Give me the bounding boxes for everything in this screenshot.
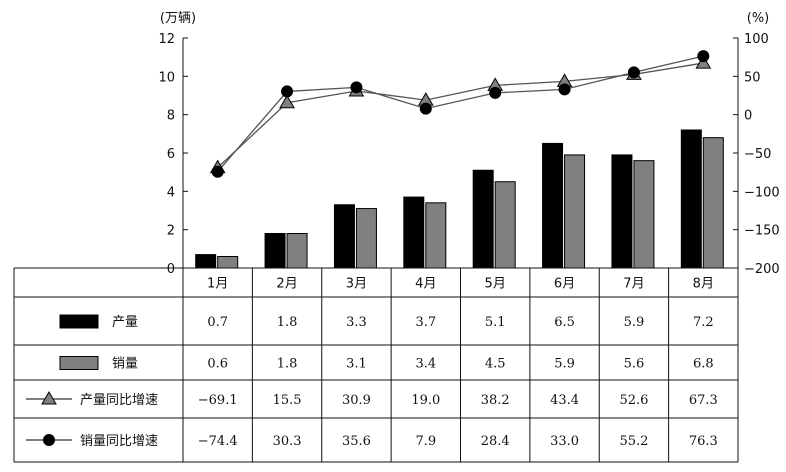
table-cell-value: 7.2: [693, 315, 714, 330]
table-cell-value: 4.5: [485, 357, 506, 372]
table-cell-value: 33.0: [550, 434, 579, 449]
table-cell-value: 5.1: [485, 315, 506, 330]
bar-sales: [564, 154, 586, 269]
bar-sales: [217, 256, 239, 269]
table-cell-value: 43.4: [550, 393, 579, 408]
bar-production: [472, 169, 494, 269]
table-cell-value: 30.9: [342, 393, 371, 408]
bar-sales: [355, 208, 377, 269]
table-cell-value: 15.5: [273, 393, 302, 408]
right-tick-label: 50: [744, 70, 761, 85]
circle-marker: [419, 102, 432, 115]
legend-production-swatch: [59, 314, 99, 329]
circle-marker: [350, 81, 363, 94]
month-label: 3月: [346, 277, 367, 292]
table-cell-value: 28.4: [481, 434, 510, 449]
bar-sales: [702, 137, 724, 269]
left-tick-label: 4: [167, 185, 175, 200]
table-cell-value: 1.8: [277, 357, 298, 372]
circle-marker: [558, 83, 571, 96]
circle-marker: [281, 85, 294, 98]
left-tick-label: 2: [167, 224, 175, 239]
bar-production: [264, 233, 286, 269]
table-cell-value: 6.5: [554, 315, 575, 330]
table-cell-value: −74.4: [198, 434, 238, 449]
row-label: 产量同比增速: [80, 393, 158, 408]
month-label: 6月: [554, 277, 575, 292]
legend-triangle-icon: [41, 391, 57, 405]
month-label: 8月: [693, 277, 714, 292]
bar-sales: [425, 202, 447, 269]
left-tick-label: 12: [158, 32, 175, 47]
circle-marker: [489, 86, 502, 99]
month-label: 5月: [485, 277, 506, 292]
left-axis-unit: (万辆): [160, 11, 196, 26]
axes: 0 2 4 6 8 10 12 −200 −150 −100 −50 0 50 100: [158, 32, 779, 277]
right-tick-label: −150: [744, 224, 780, 239]
circle-marker: [627, 66, 640, 79]
triangle-marker: [279, 94, 295, 109]
growth-lines: [209, 50, 712, 178]
table-cell-value: 1.8: [277, 315, 298, 330]
right-tick-label: 100: [744, 32, 769, 47]
bar-production: [542, 142, 564, 269]
table-cell-value: 3.4: [415, 357, 436, 372]
left-tick-label: 6: [167, 147, 175, 162]
bar-production: [403, 196, 425, 269]
table-cell-value: −69.1: [198, 393, 238, 408]
table-cell-value: 5.9: [624, 315, 645, 330]
table-cell-value: 3.1: [346, 357, 367, 372]
right-axis-unit: (%): [747, 11, 770, 26]
left-tick-label: 10: [158, 70, 175, 85]
table-cell-value: 5.9: [554, 357, 575, 372]
bar-production: [611, 154, 633, 269]
table-cell-value: 67.3: [689, 393, 718, 408]
table-cell-value: 3.7: [415, 315, 436, 330]
sales-growth-line: [217, 55, 704, 173]
table-cell-value: 35.6: [342, 434, 371, 449]
month-label: 4月: [415, 277, 436, 292]
table-cell-value: 38.2: [481, 393, 510, 408]
left-tick-label: 8: [167, 109, 175, 124]
legend-circle-icon: [43, 434, 55, 446]
table-cell-value: 6.8: [693, 357, 714, 372]
bars: [195, 129, 724, 269]
month-label: 1月: [207, 277, 228, 292]
table-cell-value: 3.3: [346, 315, 367, 330]
month-label: 2月: [276, 277, 297, 292]
right-tick-label: 0: [744, 109, 752, 124]
circle-marker: [211, 165, 224, 178]
bar-production: [680, 129, 702, 269]
table-cell-value: 7.9: [415, 434, 436, 449]
table-cell-value: 76.3: [689, 434, 718, 449]
row-label: 销量同比增速: [80, 434, 158, 449]
bar-sales: [286, 233, 308, 269]
month-label: 7月: [623, 277, 644, 292]
right-tick-label: −100: [744, 185, 780, 200]
table-cell-value: 19.0: [411, 393, 440, 408]
table-cell-value: 52.6: [619, 393, 648, 408]
left-tick-label: 0: [167, 262, 175, 277]
bar-production: [333, 204, 355, 269]
table-cell-value: 5.6: [624, 357, 645, 372]
bar-sales: [633, 160, 655, 269]
row-label: 销量: [112, 357, 138, 372]
right-tick-label: −50: [744, 147, 771, 162]
bar-sales: [494, 181, 516, 269]
row-label: 产量: [112, 315, 138, 330]
table-cell-value: 30.3: [273, 434, 302, 449]
bar-production: [195, 254, 217, 269]
table-cell-value: 0.6: [207, 357, 228, 372]
circle-marker: [697, 50, 710, 63]
table-cell-value: 55.2: [619, 434, 648, 449]
right-tick-label: −200: [744, 262, 780, 277]
table-cell-value: 0.7: [207, 315, 228, 330]
legend-sales-swatch: [59, 356, 99, 370]
